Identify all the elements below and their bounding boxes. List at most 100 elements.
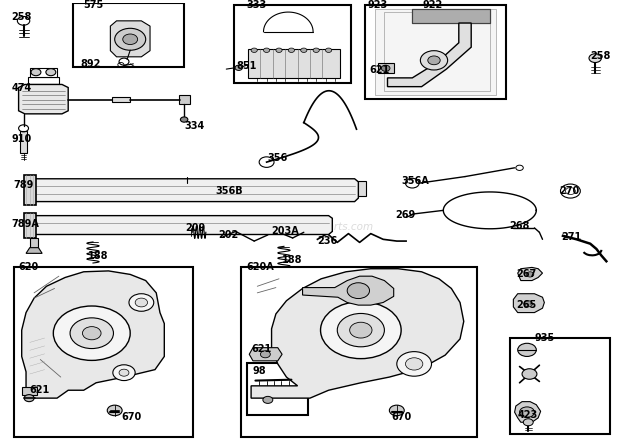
Circle shape <box>524 301 533 307</box>
Circle shape <box>113 365 135 381</box>
Polygon shape <box>251 269 464 398</box>
Circle shape <box>321 301 401 358</box>
Text: eReplacementParts.com: eReplacementParts.com <box>246 222 374 232</box>
Bar <box>350 180 366 196</box>
Polygon shape <box>32 216 332 235</box>
Text: 334: 334 <box>185 121 205 131</box>
Text: 268: 268 <box>510 221 530 231</box>
Circle shape <box>46 69 56 76</box>
Text: 202: 202 <box>218 230 239 240</box>
Bar <box>112 97 130 103</box>
Circle shape <box>347 283 370 298</box>
Circle shape <box>251 48 257 53</box>
Polygon shape <box>388 23 471 87</box>
Circle shape <box>263 396 273 404</box>
Circle shape <box>235 65 242 70</box>
Bar <box>241 267 477 437</box>
Text: 188: 188 <box>282 255 303 265</box>
Circle shape <box>53 306 130 360</box>
Circle shape <box>31 69 41 76</box>
Polygon shape <box>22 271 164 398</box>
Text: 892: 892 <box>81 59 101 69</box>
Circle shape <box>301 48 307 53</box>
Polygon shape <box>110 21 150 57</box>
Circle shape <box>337 313 384 347</box>
Bar <box>180 183 193 194</box>
Text: 474: 474 <box>11 83 32 92</box>
Polygon shape <box>513 294 544 312</box>
Text: 670: 670 <box>121 412 141 422</box>
Circle shape <box>389 405 404 415</box>
Polygon shape <box>518 267 542 281</box>
Text: 851: 851 <box>237 61 257 71</box>
Text: 789A: 789A <box>11 218 39 229</box>
Text: 188: 188 <box>88 251 108 260</box>
Circle shape <box>129 294 154 311</box>
Text: 423: 423 <box>518 410 538 420</box>
Polygon shape <box>32 179 358 202</box>
Bar <box>14 267 193 437</box>
Circle shape <box>264 48 270 53</box>
Text: 620: 620 <box>19 263 39 272</box>
Text: 203A: 203A <box>272 226 299 236</box>
Bar <box>259 387 281 395</box>
Circle shape <box>381 65 390 71</box>
Polygon shape <box>22 387 37 395</box>
Text: 356A: 356A <box>402 176 430 186</box>
Circle shape <box>523 419 533 426</box>
Polygon shape <box>26 248 42 253</box>
Circle shape <box>107 405 122 415</box>
Text: 356: 356 <box>268 153 288 163</box>
Text: 271: 271 <box>561 232 582 242</box>
Text: 621: 621 <box>369 65 389 75</box>
Circle shape <box>123 34 138 45</box>
Text: 621: 621 <box>251 344 272 354</box>
Bar <box>510 338 610 434</box>
Circle shape <box>260 351 270 358</box>
Polygon shape <box>375 8 496 95</box>
Text: 258: 258 <box>590 51 611 61</box>
Circle shape <box>397 352 432 376</box>
Text: 910: 910 <box>11 134 32 144</box>
Text: 333: 333 <box>247 0 267 11</box>
Circle shape <box>180 117 188 122</box>
Polygon shape <box>303 276 394 305</box>
Bar <box>20 130 27 153</box>
Circle shape <box>350 322 372 338</box>
Circle shape <box>115 28 146 50</box>
Text: 922: 922 <box>423 0 443 11</box>
Circle shape <box>420 51 448 70</box>
Bar <box>247 363 308 415</box>
Bar <box>179 95 190 104</box>
Text: 258: 258 <box>11 12 32 23</box>
Text: 98: 98 <box>253 366 267 376</box>
Circle shape <box>326 48 332 53</box>
Text: 923: 923 <box>367 0 388 11</box>
Polygon shape <box>19 84 68 114</box>
Bar <box>276 188 302 196</box>
Bar <box>30 68 57 76</box>
Polygon shape <box>412 8 490 23</box>
Text: 270: 270 <box>559 186 580 196</box>
Circle shape <box>70 318 113 349</box>
Polygon shape <box>24 175 36 205</box>
Circle shape <box>276 48 282 53</box>
Bar <box>365 4 506 99</box>
Text: 265: 265 <box>516 300 536 310</box>
Circle shape <box>522 369 537 379</box>
Polygon shape <box>378 62 394 73</box>
Bar <box>73 3 184 67</box>
Bar <box>234 5 351 83</box>
Circle shape <box>82 327 101 340</box>
Circle shape <box>428 56 440 65</box>
Polygon shape <box>515 402 541 422</box>
Text: 269: 269 <box>396 210 416 220</box>
Polygon shape <box>24 213 36 237</box>
Circle shape <box>119 369 129 376</box>
Circle shape <box>520 407 534 417</box>
Text: 209: 209 <box>185 223 205 233</box>
Polygon shape <box>248 50 340 78</box>
Text: 575: 575 <box>84 0 104 11</box>
Circle shape <box>589 54 601 62</box>
Bar <box>28 76 59 84</box>
